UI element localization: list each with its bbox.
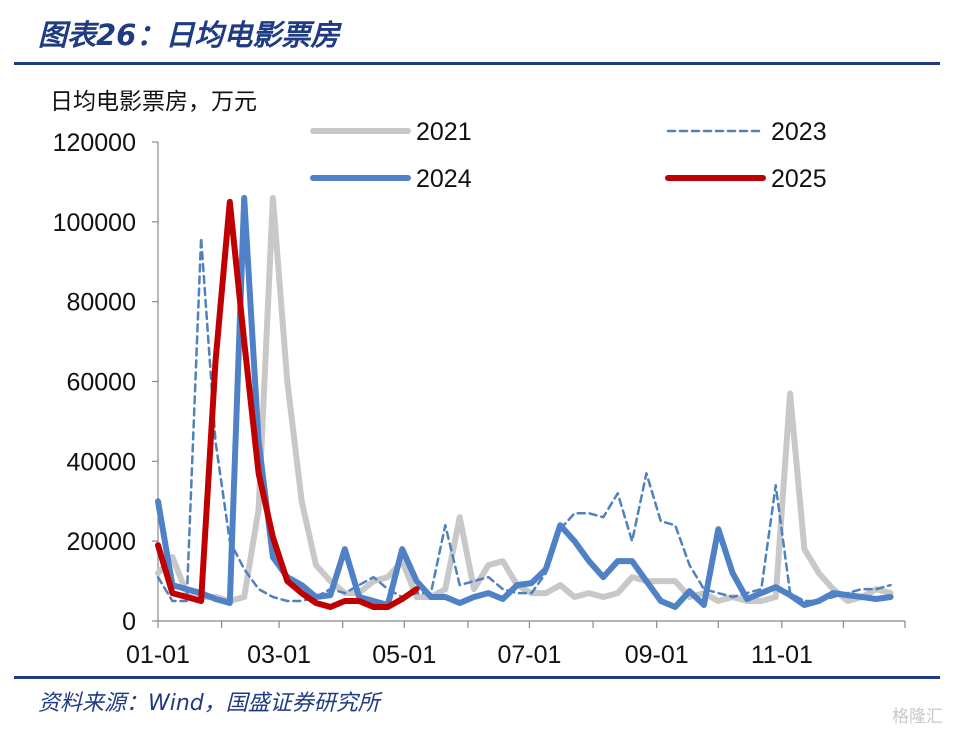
series-line-2023 — [156, 236, 892, 603]
watermark: 格隆汇 — [892, 707, 943, 727]
legend-label-2024: 2024 — [416, 165, 472, 193]
series-lines — [155, 194, 894, 610]
x-tick-label: 05-01 — [372, 641, 436, 669]
y-tick-label: 0 — [122, 608, 136, 636]
y-axis-unit-label: 日均电影票房，万元 — [50, 89, 257, 115]
figure-title: 图表26：日均电影票房 — [38, 18, 340, 52]
series-line-2025 — [155, 198, 420, 610]
x-tick-label: 03-01 — [247, 641, 311, 669]
x-tick-label: 11-01 — [751, 641, 813, 669]
legend-label-2021: 2021 — [416, 118, 472, 146]
x-axis: 01-01 03-01 05-01 07-01 09-01 11-01 — [126, 620, 906, 669]
y-tick-label: 20000 — [66, 528, 136, 556]
y-tick-label: 60000 — [66, 369, 136, 397]
bottom-rule — [14, 676, 940, 679]
y-tick-label: 120000 — [53, 129, 136, 157]
y-tick-label: 40000 — [66, 448, 136, 476]
legend-label-2023: 2023 — [771, 118, 827, 146]
legend-label-2025: 2025 — [771, 165, 827, 193]
x-tick-label: 09-01 — [625, 641, 689, 669]
chart-legend: 2021 2023 2024 2025 — [310, 118, 827, 193]
y-axis: 0 20000 40000 60000 80000 100000 120000 — [53, 129, 159, 636]
x-tick-label: 01-01 — [126, 641, 190, 669]
source-note: 资料来源：Wind，国盛证券研究所 — [38, 691, 380, 716]
series-line-2021 — [155, 194, 894, 604]
x-tick-label: 07-01 — [497, 641, 561, 669]
y-tick-label: 80000 — [66, 289, 136, 317]
top-rule — [14, 62, 940, 65]
y-tick-label: 100000 — [53, 209, 136, 237]
